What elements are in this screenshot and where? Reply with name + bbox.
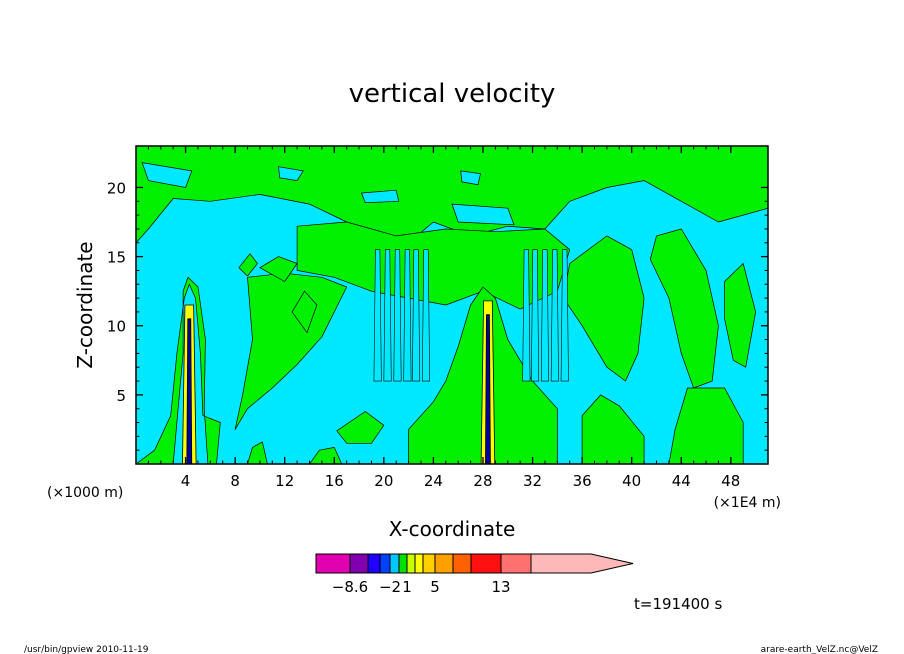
wave-stripe bbox=[393, 249, 402, 382]
positive-region bbox=[581, 394, 645, 464]
positive-region bbox=[724, 263, 756, 368]
x-tick-label: 28 bbox=[473, 472, 492, 490]
colorbar-tick-label: −2 bbox=[379, 578, 401, 596]
positive-region bbox=[136, 276, 221, 464]
x-tick-label: 24 bbox=[424, 472, 443, 490]
x-axis: 4 8 12 16 20 24 28 32 36 40 44 48 bbox=[147, 146, 740, 490]
wave-stripe bbox=[403, 249, 412, 382]
wave-stripe bbox=[373, 249, 382, 382]
negative-region bbox=[278, 166, 304, 181]
positive-region bbox=[238, 253, 258, 277]
colorbar-tick-label: 13 bbox=[491, 578, 510, 596]
wave-stripe bbox=[550, 249, 559, 382]
colorbar-swatch bbox=[530, 553, 634, 574]
positive-region bbox=[291, 290, 318, 334]
plot-frame bbox=[135, 145, 769, 465]
contour-field bbox=[136, 146, 768, 464]
colorbar-tick-label: 5 bbox=[430, 578, 440, 596]
wave-stripe bbox=[412, 249, 421, 382]
x-unit-right: (×1E4 m) bbox=[714, 495, 781, 511]
y-tick-label: 15 bbox=[107, 249, 126, 267]
x-axis-label: X-coordinate bbox=[389, 517, 516, 541]
colorbar-tick-label: 1 bbox=[402, 578, 412, 596]
positive-region bbox=[668, 387, 744, 464]
footer-right: arare-earth_VelZ.nc@VelZ bbox=[761, 645, 878, 654]
x-tick-label: 20 bbox=[374, 472, 393, 490]
negative-region bbox=[141, 162, 193, 188]
y-axis: 5 10 15 20 bbox=[107, 179, 768, 451]
colorbar-swatch bbox=[367, 553, 381, 574]
y-tick-label: 5 bbox=[116, 387, 126, 405]
downdraft-core bbox=[485, 314, 491, 464]
x-tick-label: 40 bbox=[622, 472, 641, 490]
colorbar-swatch bbox=[398, 553, 408, 574]
colorbar-swatch bbox=[434, 553, 454, 574]
colorbar-tick-label: −8.6 bbox=[332, 578, 368, 596]
x-tick-label: 12 bbox=[275, 472, 294, 490]
negative-region bbox=[460, 170, 481, 186]
y-axis-label: Z-coordinate bbox=[73, 241, 97, 368]
x-tick-label: 48 bbox=[721, 472, 740, 490]
positive-region bbox=[247, 441, 268, 464]
positive-region bbox=[296, 221, 571, 310]
colorbar-swatch bbox=[389, 553, 400, 574]
x-tick-label: 4 bbox=[181, 472, 191, 490]
downdraft-core bbox=[186, 318, 193, 464]
wave-stripe bbox=[421, 249, 430, 382]
colorbar-swatch bbox=[379, 553, 391, 574]
negative-region bbox=[361, 189, 400, 204]
x-unit-left: (×1000 m) bbox=[47, 485, 123, 501]
time-label: t=191400 s bbox=[634, 595, 722, 613]
x-tick-label: 16 bbox=[325, 472, 344, 490]
x-tick-label: 32 bbox=[523, 472, 542, 490]
wave-stripe bbox=[383, 249, 392, 382]
wave-stripe bbox=[522, 249, 531, 382]
positive-region bbox=[563, 235, 645, 382]
wave-stripe bbox=[540, 249, 549, 382]
y-tick-label: 20 bbox=[107, 179, 126, 197]
colorbar: −8.6 −2 1 5 13 bbox=[315, 553, 634, 596]
positive-region bbox=[336, 411, 385, 444]
colorbar-swatch bbox=[500, 553, 532, 574]
y-tick-label: 10 bbox=[107, 318, 126, 336]
colorbar-swatch bbox=[315, 553, 351, 574]
footer-left: /usr/bin/gpview 2010-11-19 bbox=[24, 645, 149, 654]
wave-stripe bbox=[531, 249, 540, 382]
positive-region bbox=[649, 228, 719, 389]
colorbar-swatch bbox=[406, 553, 416, 574]
convective-cores bbox=[182, 300, 496, 464]
x-tick-label: 44 bbox=[672, 472, 691, 490]
x-tick-label: 8 bbox=[230, 472, 240, 490]
positive-region bbox=[259, 256, 298, 282]
colorbar-swatch bbox=[349, 553, 369, 574]
x-tick-label: 36 bbox=[573, 472, 592, 490]
colorbar-swatch bbox=[422, 553, 436, 574]
wave-stripe bbox=[560, 249, 569, 382]
negative-region bbox=[451, 203, 515, 226]
positive-region bbox=[234, 272, 348, 430]
chart-title: vertical velocity bbox=[349, 79, 556, 109]
colorbar-swatch bbox=[414, 553, 424, 574]
colorbar-swatch bbox=[452, 553, 472, 574]
colorbar-swatch bbox=[470, 553, 502, 574]
